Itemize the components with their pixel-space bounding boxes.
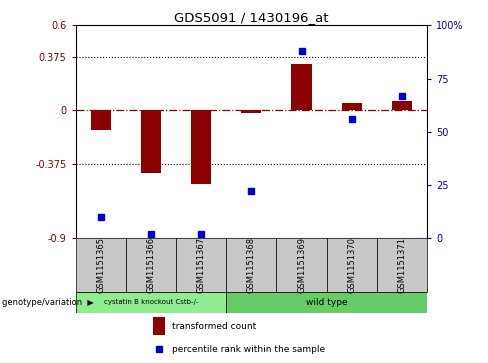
Bar <box>392 101 412 110</box>
Bar <box>226 238 276 292</box>
Text: GSM1151371: GSM1151371 <box>397 237 407 293</box>
Text: GSM1151369: GSM1151369 <box>297 237 306 293</box>
Bar <box>342 103 362 110</box>
Bar <box>377 238 427 292</box>
Text: GSM1151366: GSM1151366 <box>146 237 156 293</box>
Title: GDS5091 / 1430196_at: GDS5091 / 1430196_at <box>174 11 328 24</box>
Bar <box>176 238 226 292</box>
Bar <box>276 238 326 292</box>
Text: cystatin B knockout Cstb-/-: cystatin B knockout Cstb-/- <box>104 299 198 305</box>
Bar <box>191 110 211 184</box>
Bar <box>326 238 377 292</box>
Bar <box>126 238 176 292</box>
Text: transformed count: transformed count <box>172 322 257 331</box>
Text: GSM1151367: GSM1151367 <box>197 237 205 293</box>
Text: GSM1151368: GSM1151368 <box>247 237 256 293</box>
Bar <box>141 110 161 173</box>
Bar <box>226 292 427 313</box>
Bar <box>153 317 165 335</box>
Bar <box>91 110 111 130</box>
Text: genotype/variation  ▶: genotype/variation ▶ <box>2 298 94 307</box>
Text: wild type: wild type <box>306 298 347 307</box>
Bar <box>241 110 262 113</box>
Text: GSM1151365: GSM1151365 <box>96 237 105 293</box>
Bar <box>291 64 311 110</box>
Text: GSM1151370: GSM1151370 <box>347 237 356 293</box>
Bar <box>76 238 126 292</box>
Bar <box>76 292 226 313</box>
Text: percentile rank within the sample: percentile rank within the sample <box>172 344 325 354</box>
